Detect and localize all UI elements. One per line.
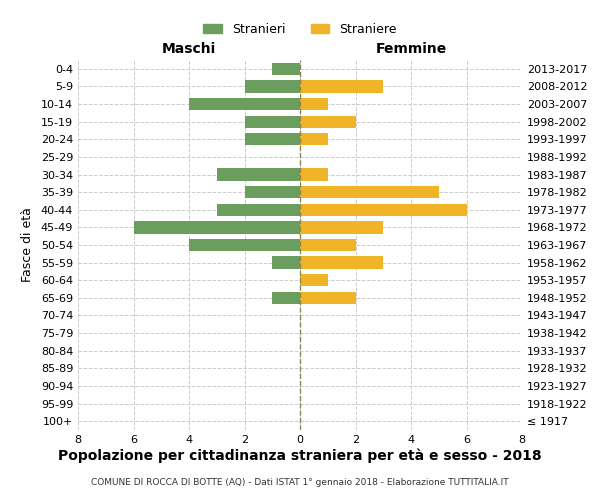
Bar	[189, 98, 300, 110]
Bar	[272, 256, 300, 269]
Bar	[300, 186, 439, 198]
Bar	[300, 98, 328, 110]
Bar	[300, 239, 355, 251]
Bar	[300, 80, 383, 92]
Bar	[300, 204, 467, 216]
Legend: Stranieri, Straniere: Stranieri, Straniere	[198, 18, 402, 41]
Bar	[133, 221, 300, 234]
Bar	[217, 204, 300, 216]
Bar	[300, 256, 383, 269]
Text: Femmine: Femmine	[376, 42, 446, 56]
Bar	[245, 186, 300, 198]
Bar	[217, 168, 300, 180]
Bar	[245, 116, 300, 128]
Bar	[245, 80, 300, 92]
Bar	[300, 274, 328, 286]
Text: Popolazione per cittadinanza straniera per età e sesso - 2018: Popolazione per cittadinanza straniera p…	[58, 448, 542, 463]
Bar	[300, 133, 328, 145]
Bar	[300, 221, 383, 234]
Bar	[272, 292, 300, 304]
Text: Maschi: Maschi	[162, 42, 216, 56]
Bar	[300, 168, 328, 180]
Bar	[300, 292, 355, 304]
Bar	[300, 116, 355, 128]
Y-axis label: Fasce di età: Fasce di età	[21, 208, 34, 282]
Bar	[189, 239, 300, 251]
Bar	[245, 133, 300, 145]
Bar	[272, 62, 300, 75]
Text: COMUNE DI ROCCA DI BOTTE (AQ) - Dati ISTAT 1° gennaio 2018 - Elaborazione TUTTIT: COMUNE DI ROCCA DI BOTTE (AQ) - Dati IST…	[91, 478, 509, 487]
